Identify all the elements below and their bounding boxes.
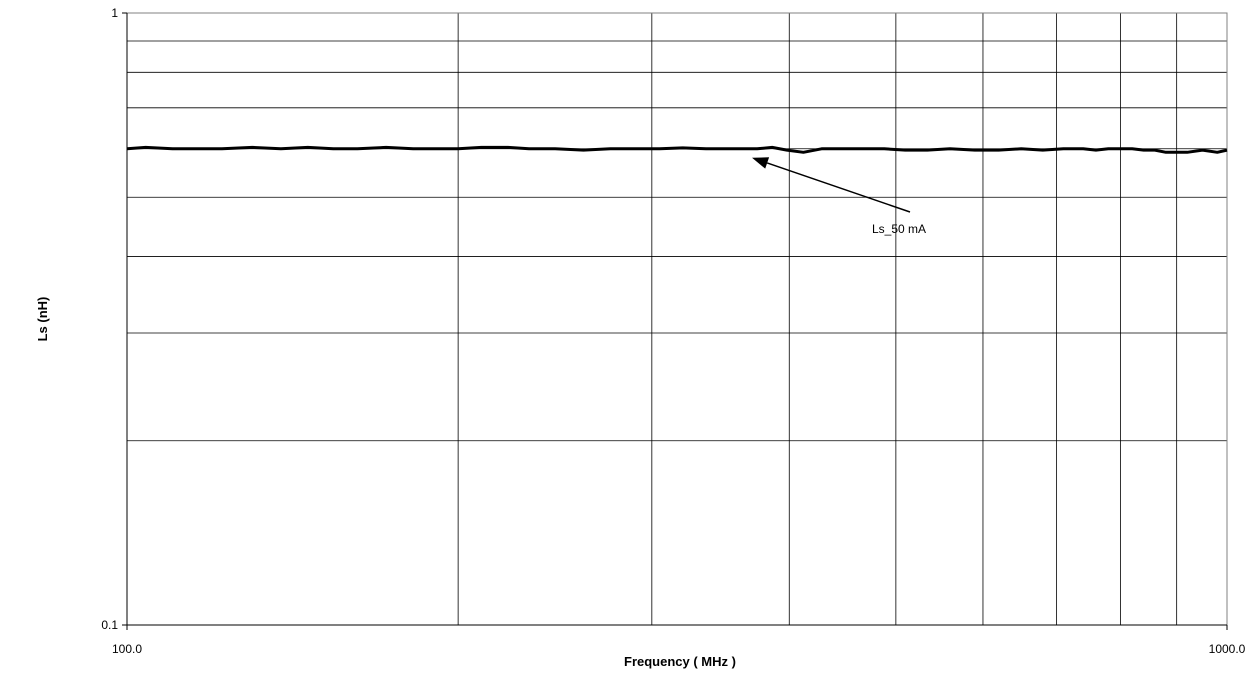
x-tick-label: 100.0: [112, 642, 142, 656]
annotation-arrow-head: [752, 157, 770, 169]
series-line: [126, 145, 1228, 154]
annotation-arrow-line: [766, 162, 911, 213]
grid: [127, 13, 1227, 625]
y-axis-title: Ls (nH): [35, 297, 50, 342]
x-axis-title: Frequency ( MHz ): [624, 654, 736, 669]
x-tick-label: 1000.0: [1209, 642, 1246, 656]
y-tick-label: 1: [111, 6, 118, 20]
annotation: Ls_50 mA: [752, 157, 926, 236]
annotation-label: Ls_50 mA: [872, 222, 926, 236]
y-tick-label: 0.1: [101, 618, 118, 632]
plot-area-frame: [126, 12, 1228, 626]
axes: 0.1 1 100.0 1000.0: [101, 6, 1245, 656]
